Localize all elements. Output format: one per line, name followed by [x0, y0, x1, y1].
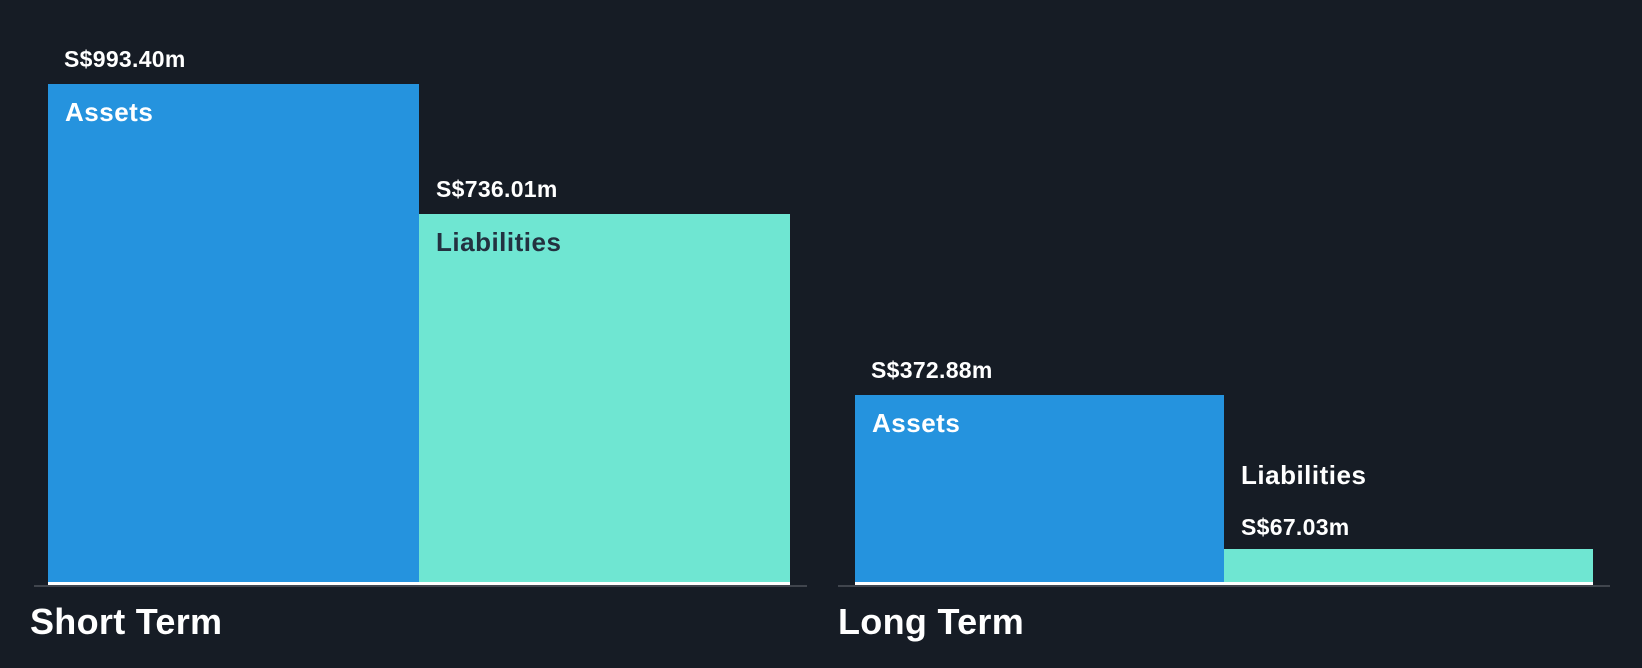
long-term-liabilities-bar-name: Liabilities	[1241, 460, 1367, 490]
long-term-assets-bar[interactable]: Assets	[855, 395, 1224, 582]
short-term-assets-value-label: S$993.40m	[64, 46, 186, 72]
long-term-liabilities-bar[interactable]	[1224, 549, 1593, 582]
long-term-title: Long Term	[838, 601, 1025, 642]
short-term-liabilities-bar-name: Liabilities	[436, 227, 562, 257]
long-term-bar-underline	[855, 582, 1593, 585]
short-term-assets-bar-name: Assets	[65, 97, 154, 127]
long-term-liabilities-value-label: S$67.03m	[1241, 514, 1350, 540]
short-term-title: Short Term	[30, 601, 223, 642]
long-term-assets-bar-name: Assets	[872, 408, 961, 438]
long-term-assets-value-label: S$372.88m	[871, 357, 993, 383]
long-term-axis-line	[838, 585, 1610, 587]
short-term-axis-line	[34, 585, 807, 587]
short-term-bar-underline	[48, 582, 790, 585]
short-term-liabilities-bar[interactable]: Liabilities	[419, 214, 790, 582]
short-term-assets-bar[interactable]: Assets	[48, 84, 419, 582]
short-term-liabilities-value-label: S$736.01m	[436, 176, 558, 202]
